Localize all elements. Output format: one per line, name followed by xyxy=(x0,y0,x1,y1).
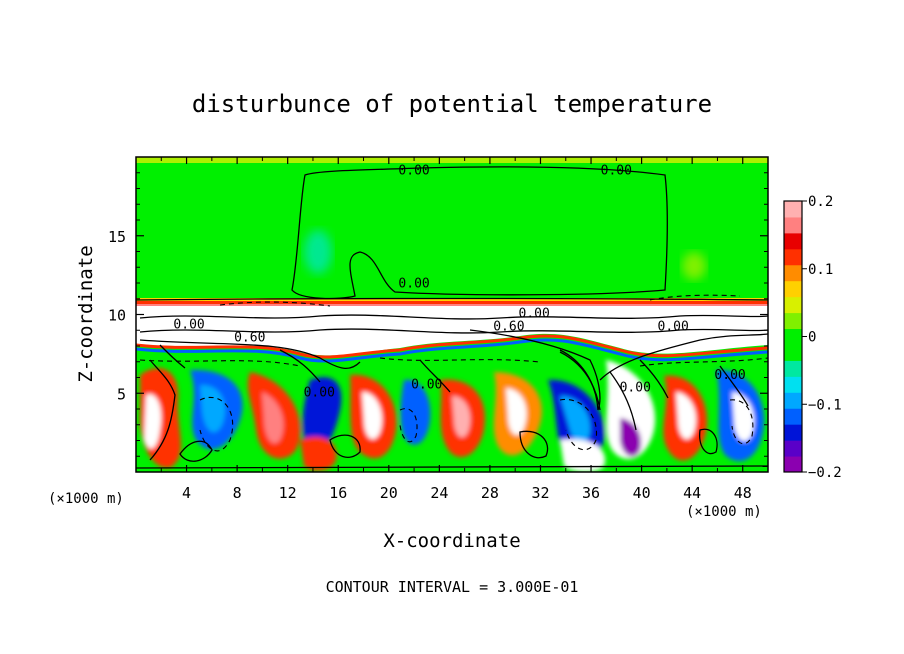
y-tick-label: 10 xyxy=(108,307,126,325)
chart-title: disturbunce of potential temperature xyxy=(192,90,712,118)
band-red xyxy=(136,301,768,304)
cool-blob xyxy=(304,230,332,274)
y-tick-label: 15 xyxy=(108,228,126,246)
colorbar-swatch xyxy=(784,232,802,250)
contour-label: 0.60 xyxy=(493,319,524,334)
contour-label: 0.00 xyxy=(398,163,429,178)
x-tick-label: 8 xyxy=(233,484,242,502)
contour-label: 0.00 xyxy=(411,378,442,393)
x-tick-label: 16 xyxy=(329,484,347,502)
x-tick-label: 4 xyxy=(182,484,191,502)
colorbar-swatch xyxy=(784,201,802,218)
contour-label: 0.00 xyxy=(173,318,204,333)
x-axis-label: X-coordinate xyxy=(383,530,520,552)
colorbar-swatch xyxy=(784,344,802,361)
contour-label-group: 0.00 0.000.000.000.600.00 0.000.600.000.00… xyxy=(173,163,745,400)
contour-label: 0.00 xyxy=(304,385,335,400)
colorbar-swatch xyxy=(784,328,802,345)
colorbar-tick-label: 0.2 xyxy=(808,194,833,210)
colorbar-tick-label: 0.1 xyxy=(808,262,833,278)
contour-lines xyxy=(136,166,768,469)
colorbar-swatch xyxy=(784,408,802,425)
colorbar-tick-label: −0.2 xyxy=(808,465,842,481)
x-tick-label: 44 xyxy=(683,484,701,502)
colorbar-tick-label: 0 xyxy=(808,330,816,346)
warm-blob xyxy=(682,252,706,280)
x-unit-label-left: (×1000 m) xyxy=(48,491,124,507)
band-yellow xyxy=(136,298,768,301)
colorbar-swatch xyxy=(784,440,802,457)
contour-label: 0.60 xyxy=(234,330,265,345)
x-tick-label: 36 xyxy=(582,484,600,502)
contour-interval-footer: CONTOUR INTERVAL = 3.000E-01 xyxy=(326,578,579,596)
contour-label: 0.00 xyxy=(714,368,745,383)
y-axis-label: Z-coordinate xyxy=(75,245,97,382)
contour-lines-negative xyxy=(139,294,768,452)
x-tick-label: 32 xyxy=(531,484,549,502)
plot-area: 0.00 0.000.000.000.600.00 0.000.600.000.00… xyxy=(136,157,768,472)
colorbar: 0.2 0.1 0 −0.1 −0.2 xyxy=(783,194,842,481)
colorbar-swatch xyxy=(784,264,802,282)
colorbar-swatch xyxy=(784,312,802,330)
colorbar-swatch xyxy=(784,360,802,377)
colorbar-swatch xyxy=(784,248,802,266)
x-tick-label: 40 xyxy=(633,484,651,502)
y-tick-label: 5 xyxy=(117,385,126,403)
y-axis: 5 10 15 xyxy=(108,172,768,457)
x-tick-label: 28 xyxy=(481,484,499,502)
x-tick-label: 24 xyxy=(430,484,448,502)
band-pink xyxy=(136,304,768,306)
colorbar-swatch xyxy=(784,392,802,409)
contour-label: 0.00 xyxy=(398,277,429,292)
turbulent-layer xyxy=(136,306,768,472)
contour-label: 0.00 xyxy=(519,307,550,322)
colorbar-swatch xyxy=(784,296,802,314)
colorbar-tick-label: −0.1 xyxy=(808,397,842,413)
contour-label: 0.00 xyxy=(620,381,651,396)
x-tick-label: 20 xyxy=(380,484,398,502)
contour-label: 0.00 xyxy=(658,319,689,334)
colorbar-swatch xyxy=(784,280,802,298)
x-unit-label-right: (×1000 m) xyxy=(686,504,762,520)
x-axis: 4 8 12 16 20 24 28 32 36 40 44 48 xyxy=(160,157,752,502)
contour-label: 0.00 xyxy=(601,163,632,178)
colorbar-swatch xyxy=(784,376,802,393)
x-tick-label: 12 xyxy=(279,484,297,502)
colorbar-swatch xyxy=(784,456,802,473)
x-tick-label: 48 xyxy=(734,484,752,502)
top-band xyxy=(136,157,768,163)
colorbar-swatch xyxy=(784,424,802,441)
colorbar-swatch xyxy=(784,216,802,234)
